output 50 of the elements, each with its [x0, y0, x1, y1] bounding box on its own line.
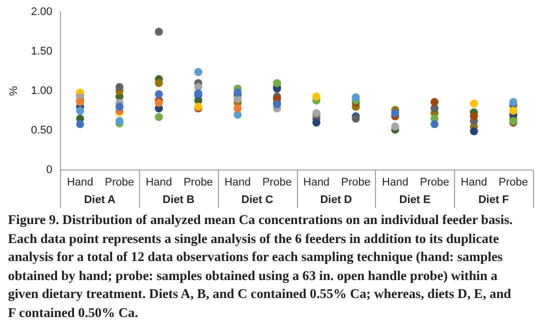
point — [194, 68, 202, 76]
caption: Figure 9. Distribution of analyzed mean Ca concentrations on an individual feeder basis. Each data point represents a single analysis of the 6 feeders in addition to its duplicate analysis for a total of 12 data observations for each sampling technique (hand: samples obtained by hand; probe: samples obtained using a 63 in. open handle probe) within a given dietary treatment. Diets A, B, and C contained 0.55% Ca; whereas, diets D, E, and F contained 0.50% Ca. — [8, 211, 514, 322]
x-tick-label: Hand — [460, 176, 488, 189]
point — [154, 98, 163, 107]
point — [470, 100, 478, 108]
text: Diet F — [478, 194, 510, 206]
x-tick-label: Hand — [382, 176, 408, 189]
point — [470, 127, 478, 136]
x-tick-label: Probe — [420, 176, 450, 189]
point — [391, 122, 400, 131]
x-tick-label: Hand — [66, 176, 94, 189]
x-tick-label: Probe — [184, 176, 213, 189]
x-tick-label: Probe — [498, 176, 528, 189]
point — [154, 28, 163, 36]
x-tick-label: Hand — [224, 176, 251, 189]
y-tick-label: 0.50 — [30, 124, 52, 137]
point — [154, 90, 163, 98]
point — [470, 112, 478, 120]
point — [509, 98, 518, 106]
point — [76, 120, 84, 128]
y-tick-label: 1.00 — [30, 85, 52, 98]
y-tick-label: 0 — [46, 164, 52, 176]
point — [352, 93, 360, 102]
y-tick-label: 2.00 — [30, 6, 52, 18]
point — [391, 109, 400, 118]
y-tick-label: 1.50 — [30, 46, 52, 58]
x-tick-label: Hand — [303, 176, 330, 189]
x-tick-label: Probe — [104, 176, 134, 189]
point — [352, 114, 360, 123]
point — [115, 102, 124, 111]
point — [154, 79, 163, 88]
point — [234, 104, 242, 112]
y-axis-title: % — [8, 86, 20, 96]
point — [430, 120, 439, 128]
x-tick-label: Probe — [262, 176, 292, 189]
text: Diet D — [320, 194, 352, 206]
point — [273, 79, 282, 88]
x-tick-label: Probe — [341, 176, 370, 189]
point — [115, 83, 124, 92]
x-tick-label: Hand — [146, 176, 172, 189]
point — [154, 113, 163, 122]
text: Diet B — [162, 194, 195, 206]
text: Diet C — [241, 194, 274, 206]
point — [312, 92, 320, 101]
point — [509, 106, 518, 115]
point — [430, 98, 439, 106]
text: Diet A — [84, 194, 116, 206]
point — [76, 106, 84, 115]
point — [312, 118, 320, 127]
text: Diet E — [399, 194, 430, 206]
